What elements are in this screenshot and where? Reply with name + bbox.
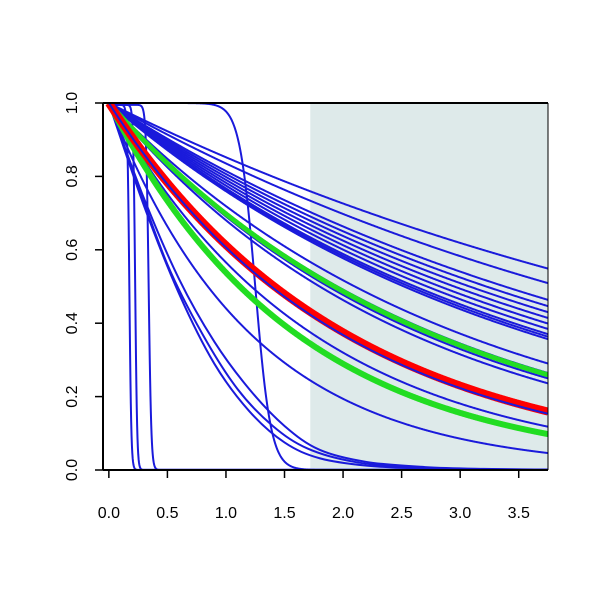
- x-tick-label: 1.0: [215, 505, 237, 522]
- series-line-blue: [108, 103, 548, 314]
- y-tick-label: 0.6: [64, 239, 81, 261]
- y-axis: 0.0 0.2 0.4 0.6 0.8 1.0: [64, 92, 103, 481]
- x-tick-label: 3.5: [508, 505, 530, 522]
- y-tick-label: 0.0: [64, 459, 81, 481]
- x-tick-label: 0.5: [156, 505, 178, 522]
- series-line-blue: [108, 103, 548, 385]
- axis-frame: [102, 102, 549, 471]
- series-line-blue: [108, 103, 548, 270]
- series-line-blue: [108, 103, 548, 325]
- series-line-green: [106, 103, 548, 438]
- series-line-blue: [108, 103, 548, 301]
- y-tick-label: 0.2: [64, 385, 81, 407]
- series-line-blue: [108, 103, 548, 341]
- y-tick-label: 1.0: [64, 92, 81, 114]
- series-line-blue: [108, 103, 548, 365]
- series-line-blue: [108, 103, 548, 428]
- series-line-blue: [107, 103, 548, 470]
- series-line-blue: [107, 103, 548, 455]
- series-line-blue: [108, 103, 548, 415]
- series-line-blue: [108, 103, 548, 308]
- series-line-red: [105, 103, 548, 416]
- x-tick-label: 1.5: [273, 505, 295, 522]
- y-tick-label: 0.8: [64, 165, 81, 187]
- x-tick-label: 2.0: [332, 505, 354, 522]
- x-tick-label: 2.5: [390, 505, 412, 522]
- y-tick-label: 0.4: [64, 312, 81, 334]
- x-tick-label: 3.0: [449, 505, 471, 522]
- x-axis: 0.0 0.5 1.0 1.5 2.0 2.5 3.0 3.5: [98, 470, 530, 522]
- series-line-blue: [108, 103, 548, 330]
- series-line-blue: [108, 103, 548, 319]
- series-line-green: [106, 103, 548, 378]
- series-line-blue: [108, 103, 548, 285]
- x-tick-label: 0.0: [98, 505, 120, 522]
